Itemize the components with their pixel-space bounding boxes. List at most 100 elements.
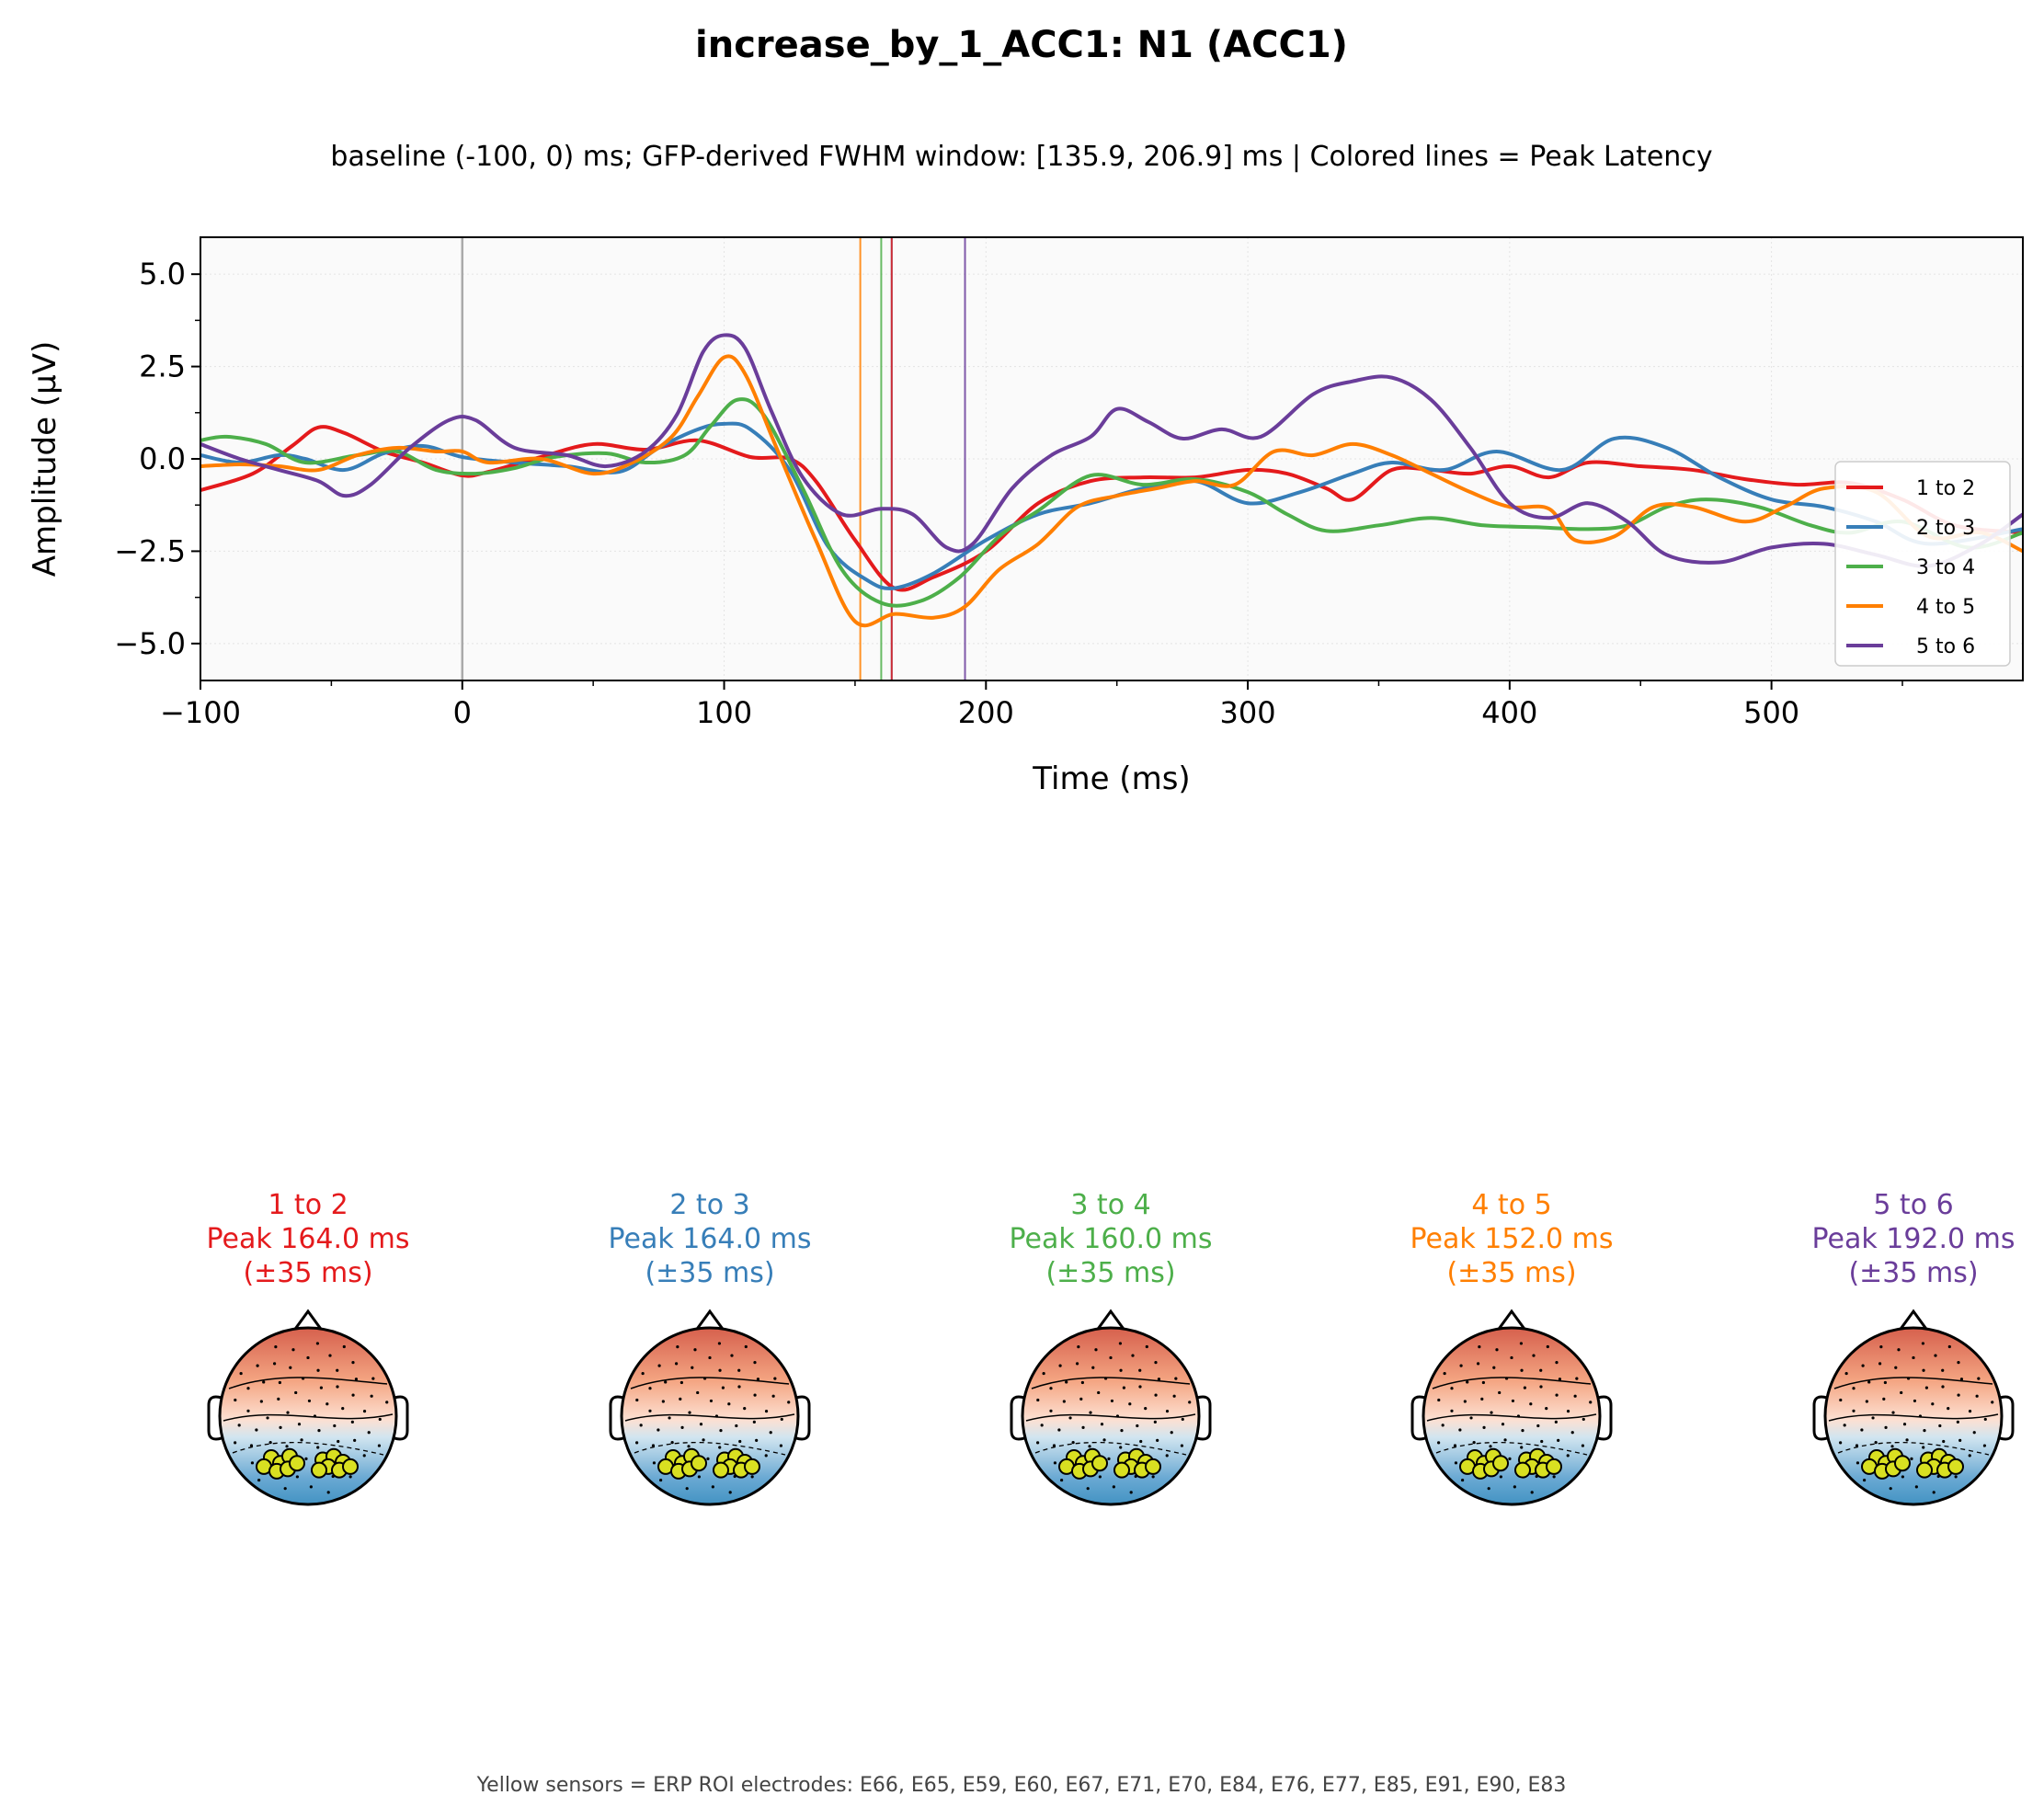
sensor-dot xyxy=(1897,1348,1901,1352)
sensor-dot xyxy=(333,1424,337,1428)
y-axis-label: Amplitude (µV) xyxy=(27,341,63,577)
sensor-dot xyxy=(1566,1410,1570,1413)
sensor-dot xyxy=(764,1410,769,1413)
y-tick-label: −2.5 xyxy=(114,533,186,568)
sensor-dot xyxy=(1154,1393,1158,1397)
sensor-dot xyxy=(1519,1342,1524,1345)
sensor-dot xyxy=(1852,1409,1856,1412)
sensor-dot xyxy=(1086,1487,1090,1491)
sensor-dot xyxy=(743,1407,747,1411)
sensor-dot xyxy=(1495,1348,1499,1352)
sensor-dot xyxy=(336,1368,339,1372)
topomap-label1: 5 to 6 xyxy=(1873,1189,1953,1221)
x-axis-label: Time (ms) xyxy=(1032,760,1190,797)
topomap-label1: 1 to 2 xyxy=(268,1189,348,1221)
sensor-dot xyxy=(1839,1441,1843,1445)
sensor-dot xyxy=(1107,1457,1111,1461)
sensor-dot xyxy=(317,1429,321,1433)
roi-sensor xyxy=(1514,1461,1531,1479)
sensor-dot xyxy=(1957,1393,1960,1397)
sensor-dot xyxy=(1863,1478,1867,1482)
sensor-dot xyxy=(1957,1361,1960,1365)
sensor-dot xyxy=(680,1425,684,1430)
roi-sensor xyxy=(1947,1458,1964,1475)
sensor-dot xyxy=(727,1402,731,1406)
sensor-dot xyxy=(377,1444,382,1447)
sensor-dot xyxy=(1958,1438,1962,1442)
sensor-dot xyxy=(272,1362,277,1366)
sensor-dot xyxy=(1546,1344,1549,1349)
legend-label: 4 to 5 xyxy=(1916,596,1975,619)
legend-label: 5 to 6 xyxy=(1916,635,1975,658)
sensor-dot xyxy=(1894,1366,1898,1369)
sensor-dot xyxy=(1062,1400,1066,1403)
sensor-dot xyxy=(676,1345,679,1349)
sensor-dot xyxy=(337,1439,340,1444)
sensor-dot xyxy=(738,1439,742,1444)
contour-line xyxy=(1837,1441,1990,1456)
legend-label: 1 to 2 xyxy=(1916,477,1975,500)
sensor-dot xyxy=(301,1377,305,1380)
x-axis-ticks: −100 0 100 200 300 400 500 xyxy=(160,680,1903,730)
sensor-dot xyxy=(657,1364,661,1367)
sensor-dot xyxy=(342,1344,346,1349)
sensor-dot xyxy=(1521,1429,1524,1433)
sensor-dot xyxy=(664,1380,668,1384)
nose-icon xyxy=(1094,1309,1127,1332)
sensor-dot xyxy=(279,1425,282,1430)
sensor-dot xyxy=(1466,1380,1469,1384)
sensor-dot xyxy=(1052,1444,1056,1447)
sensor-dot xyxy=(1489,1445,1492,1448)
sensor-dot xyxy=(1103,1377,1108,1380)
sensor-dot xyxy=(1091,1366,1095,1369)
y-tick-label: 2.5 xyxy=(139,349,186,384)
sensor-dot xyxy=(341,1407,345,1411)
sensor-dot xyxy=(259,1400,263,1403)
sensor-dot xyxy=(1157,1378,1161,1381)
y-tick-label: 5.0 xyxy=(139,257,186,292)
topomap-label1: 3 to 4 xyxy=(1070,1189,1150,1221)
sensor-dot xyxy=(1910,1457,1913,1461)
sensor-dot xyxy=(1437,1441,1441,1445)
right-ear-icon xyxy=(1999,1395,2015,1441)
sensor-dot xyxy=(348,1475,352,1479)
sensor-dot xyxy=(1115,1414,1120,1418)
sensor-dot xyxy=(1557,1438,1560,1442)
sensor-dot xyxy=(1058,1364,1062,1367)
sensor-dot xyxy=(1144,1407,1148,1411)
contour-line xyxy=(1833,1377,1993,1389)
sensor-dot xyxy=(1503,1438,1507,1442)
y-axis-ticks: 5.0 2.5 0.0 −2.5 −5.0 xyxy=(114,257,200,661)
sensor-dot xyxy=(1088,1445,1091,1448)
x-tick-label: 400 xyxy=(1481,695,1537,730)
sensor-dot xyxy=(756,1378,760,1381)
sensor-dot xyxy=(688,1411,691,1414)
sensor-dot xyxy=(1906,1377,1911,1380)
sensor-dot xyxy=(1480,1397,1484,1401)
sensor-dot xyxy=(1081,1425,1085,1430)
legend-label: 3 to 4 xyxy=(1916,556,1975,579)
sensor-dot xyxy=(307,1399,312,1403)
sensor-dot xyxy=(1441,1424,1445,1427)
sensor-dot xyxy=(1942,1439,1946,1444)
sensor-dot xyxy=(370,1394,373,1398)
sensor-dot xyxy=(773,1377,777,1380)
contour-line xyxy=(1426,1413,1597,1422)
sensor-dot xyxy=(639,1424,643,1427)
sensor-dot xyxy=(674,1362,679,1366)
sensor-dot xyxy=(696,1390,700,1395)
sensor-dot xyxy=(367,1431,371,1435)
sensor-dot xyxy=(737,1368,741,1372)
sensor-dot xyxy=(679,1397,682,1401)
sensor-dot xyxy=(1492,1366,1496,1369)
sensor-dot xyxy=(1437,1398,1441,1402)
sensor-dot xyxy=(1931,1402,1935,1406)
sensor-dot xyxy=(1450,1387,1454,1390)
sensor-dot xyxy=(737,1385,741,1389)
sensor-dot xyxy=(1498,1390,1502,1395)
contour-line xyxy=(634,1441,786,1456)
sensor-dot xyxy=(1843,1424,1846,1427)
nose-icon xyxy=(291,1309,325,1332)
roi-sensor xyxy=(1546,1458,1562,1475)
